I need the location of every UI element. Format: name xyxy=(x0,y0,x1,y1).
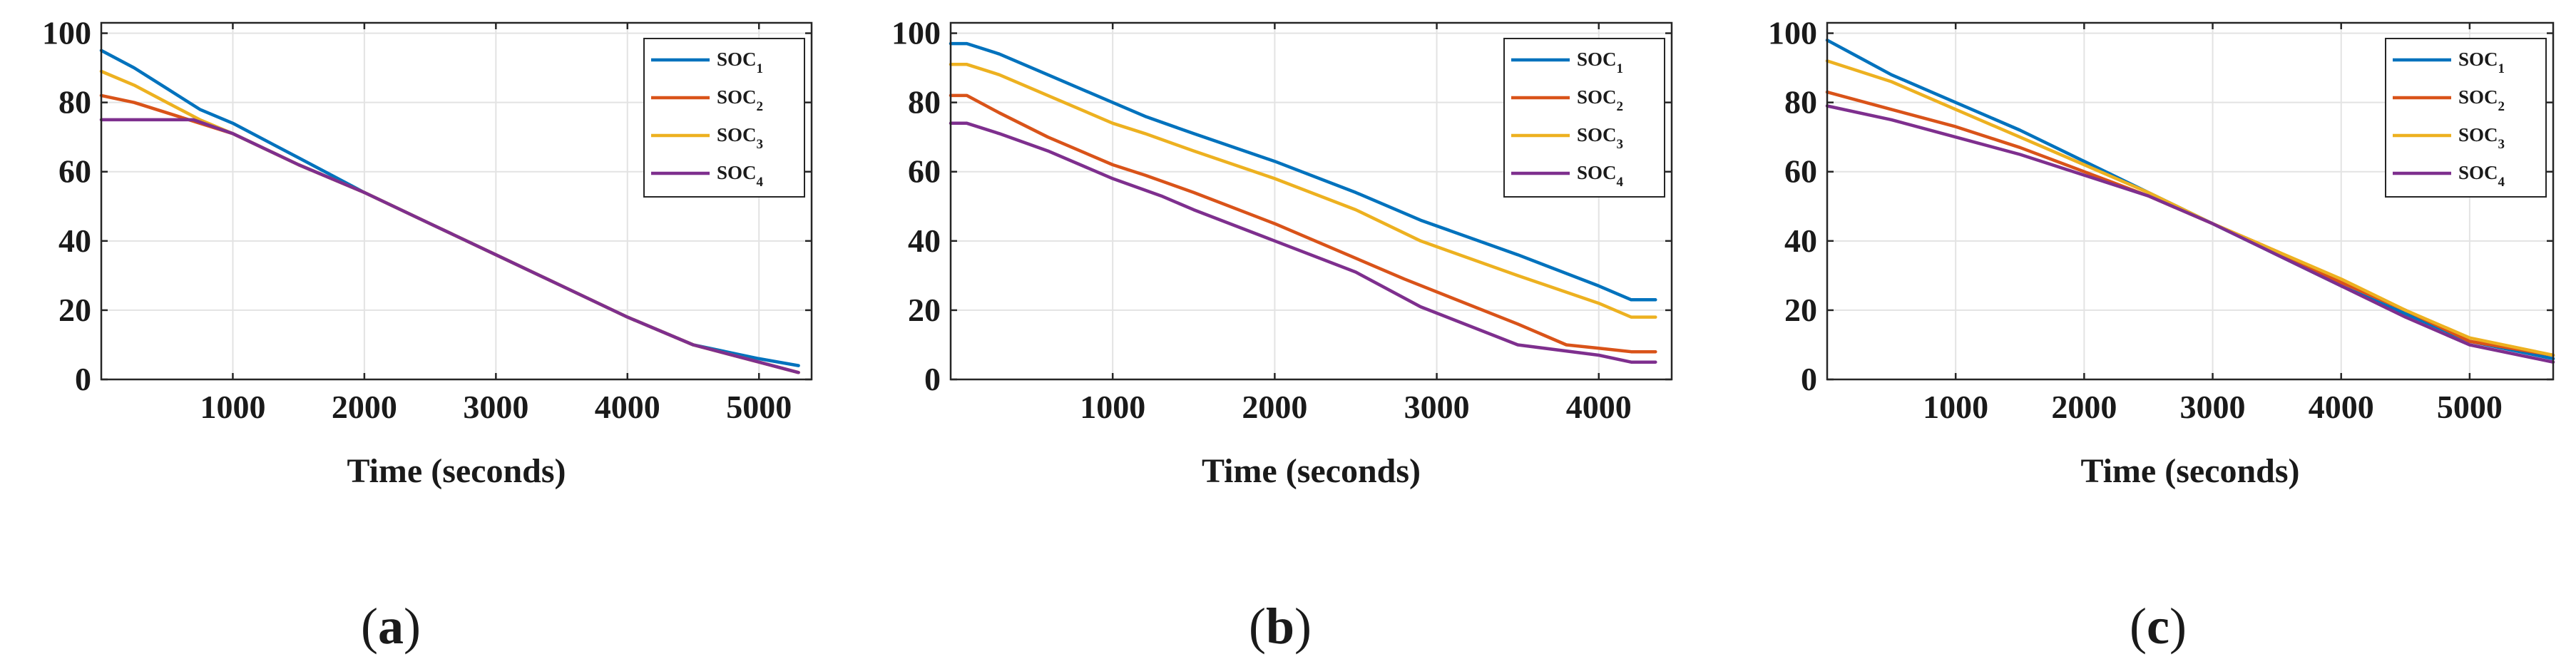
legend-entry-label: SOC1 xyxy=(717,48,763,76)
chart-panel-c: 1000 2000 3000 4000 5000 0 20 40 60 80 100 Time (se… xyxy=(1768,15,2555,655)
x-tick-label: 5000 xyxy=(726,389,792,425)
legend-entry-label: SOC2 xyxy=(717,86,763,114)
legend-entry-label: SOC4 xyxy=(2458,162,2505,190)
y-tick-label: 60 xyxy=(1784,153,1817,190)
axes-frame xyxy=(949,21,1673,381)
y-tick-label: 20 xyxy=(908,292,941,328)
legend: SOC1 SOC2 SOC3 SOC4 xyxy=(1503,38,1665,198)
series-line-soc4 xyxy=(949,121,1657,364)
x-tick-label: 2000 xyxy=(332,389,397,425)
x-tick-label: 4000 xyxy=(1566,389,1632,425)
legend-entry-label: SOC1 xyxy=(1577,48,1623,76)
legend-entry-label: SOC4 xyxy=(1577,162,1624,190)
legend-entry-label: SOC1 xyxy=(2458,48,2505,76)
legend-box xyxy=(643,38,805,198)
series-line-soc1 xyxy=(949,41,1657,302)
y-tick-label: 60 xyxy=(58,153,91,190)
panel-label: (a) xyxy=(361,598,421,655)
chart-panel-b: 1000 2000 3000 4000 0 20 40 60 80 100 Time (second… xyxy=(891,15,1673,655)
legend-box xyxy=(1503,38,1665,198)
legend-entry-label: SOC4 xyxy=(717,162,764,190)
series-line-soc4 xyxy=(99,118,800,374)
legend: SOC1 SOC2 SOC3 SOC4 xyxy=(643,38,805,198)
axes-frame xyxy=(100,21,813,381)
legend-entry-label: SOC2 xyxy=(2458,86,2505,114)
x-tick-label: 4000 xyxy=(2309,389,2374,425)
legend-entry-label: SOC2 xyxy=(1577,86,1623,114)
y-tick-label: 20 xyxy=(1784,292,1817,328)
legend-box xyxy=(2385,38,2547,198)
x-tick-label: 3000 xyxy=(463,389,528,425)
y-tick-label: 0 xyxy=(924,361,941,397)
x-tick-label: 5000 xyxy=(2437,389,2503,425)
x-axis-title: Time (seconds) xyxy=(2080,452,2299,490)
x-tick-label: 1000 xyxy=(200,389,265,425)
y-tick-label: 0 xyxy=(75,361,91,397)
panel-label: (c) xyxy=(2130,598,2187,655)
legend-entry-label: SOC3 xyxy=(717,124,763,152)
series-line-soc3 xyxy=(949,63,1657,319)
panel-label: (b) xyxy=(1249,598,1312,655)
x-axis-title: Time (seconds) xyxy=(1202,452,1421,490)
y-tick-label: 60 xyxy=(908,153,941,190)
x-tick-label: 3000 xyxy=(1404,389,1470,425)
x-tick-label: 3000 xyxy=(2180,389,2246,425)
y-tick-label: 100 xyxy=(891,15,941,51)
x-tick-label: 4000 xyxy=(595,389,660,425)
y-tick-label: 20 xyxy=(58,292,91,328)
y-tick-label: 100 xyxy=(42,15,91,51)
series-line-soc4 xyxy=(1825,104,2555,364)
x-tick-label: 2000 xyxy=(1242,389,1307,425)
y-tick-label: 40 xyxy=(908,223,941,259)
x-tick-label: 1000 xyxy=(1923,389,1988,425)
y-tick-label: 100 xyxy=(1768,15,1817,51)
legend: SOC1 SOC2 SOC3 SOC4 xyxy=(2385,38,2547,198)
x-tick-label: 1000 xyxy=(1080,389,1145,425)
x-axis-title: Time (seconds) xyxy=(347,452,566,490)
y-tick-label: 80 xyxy=(908,84,941,121)
y-tick-label: 40 xyxy=(58,223,91,259)
series-line-soc2 xyxy=(949,93,1657,354)
axes-frame xyxy=(1826,21,2555,381)
y-tick-label: 80 xyxy=(58,84,91,121)
y-tick-label: 80 xyxy=(1784,84,1817,121)
legend-entry-label: SOC3 xyxy=(2458,124,2505,152)
chart-panel-a: 1000 2000 3000 4000 5000 0 20 40 60 80 100 Time (se… xyxy=(42,15,813,655)
x-tick-label: 2000 xyxy=(2051,389,2117,425)
legend-entry-label: SOC3 xyxy=(1577,124,1623,152)
y-tick-label: 0 xyxy=(1801,361,1817,397)
y-tick-label: 40 xyxy=(1784,223,1817,259)
